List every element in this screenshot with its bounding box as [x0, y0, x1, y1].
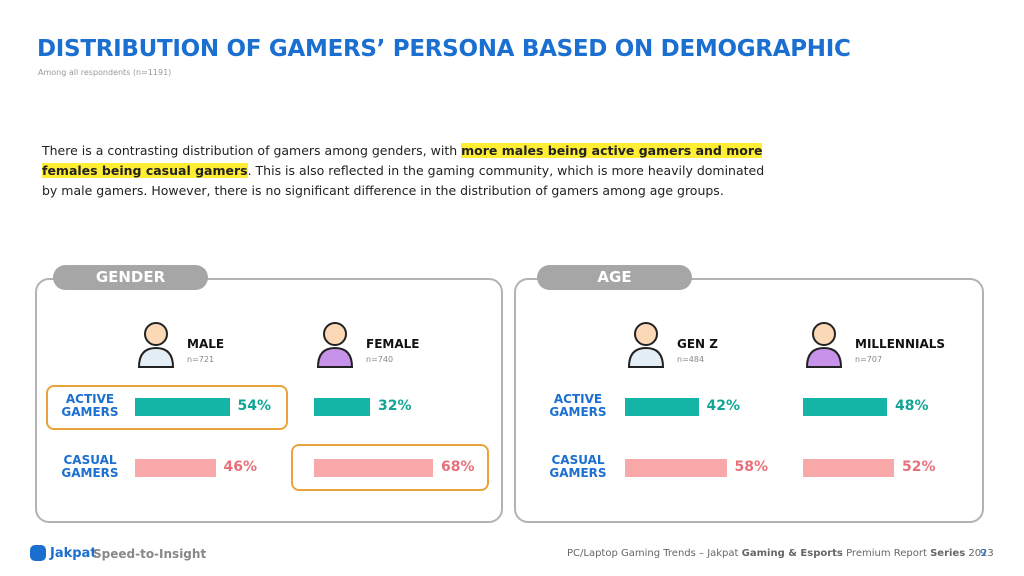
sample-size: n=707 [855, 355, 883, 364]
value-label: 52% [902, 459, 936, 475]
bar [135, 398, 230, 416]
value-label: 42% [706, 398, 741, 414]
subtitle: Among all respondents (n=1191) [38, 68, 172, 77]
value-label: 54% [237, 398, 272, 414]
row-label: ACTIVE GAMERS [549, 392, 607, 419]
value-label: 58% [734, 459, 769, 475]
text: PC/Laptop Gaming Trends – Jakpat [567, 548, 742, 559]
bar [625, 459, 727, 477]
bar [625, 398, 699, 416]
sample-size: n=740 [366, 355, 394, 364]
logo [30, 545, 46, 561]
tagline: Speed-to-Insight [93, 547, 207, 561]
title: DISTRIBUTION OF GAMERS’ PERSONA BASED ON… [37, 36, 851, 62]
persona-icon [803, 318, 845, 368]
persona-name: MALE [187, 337, 225, 351]
text: Series [930, 548, 966, 559]
value-label: 68% [441, 459, 475, 475]
highlight-box [46, 385, 288, 430]
sample-size: n=484 [677, 355, 705, 364]
value-label: 48% [895, 398, 929, 414]
value-label: 32% [378, 398, 412, 414]
text: 2023 [965, 548, 994, 559]
row-label: CASUAL GAMERS [61, 453, 119, 480]
persona-icon [314, 318, 356, 368]
bar [314, 459, 433, 477]
panel-title: AGE [537, 265, 692, 290]
row-label: ACTIVE GAMERS [61, 392, 119, 419]
persona-icon [625, 318, 667, 368]
text: Premium Report [842, 548, 931, 559]
bar [803, 459, 894, 477]
summary: There is a contrasting distribution of g… [42, 141, 772, 201]
text: There is a contrasting distribution of g… [42, 143, 462, 158]
highlight-box [291, 444, 489, 491]
brand: Jakpat [50, 546, 97, 561]
persona-name: FEMALE [366, 337, 420, 351]
persona-icon [135, 318, 177, 368]
bar [803, 398, 887, 416]
row-label: CASUAL GAMERS [549, 453, 607, 480]
text: Gaming & Esports [741, 548, 843, 559]
persona-name: GEN Z [677, 337, 718, 351]
panel [35, 278, 503, 523]
text: . This is also reflected in the gaming c… [42, 163, 765, 198]
page-number: 9 [980, 548, 987, 559]
persona-name: MILLENNIALS [855, 337, 946, 351]
bar [135, 459, 216, 477]
panel-title: GENDER [53, 265, 208, 290]
report-name: PC/Laptop Gaming Trends – Jakpat Gaming … [567, 548, 994, 559]
sample-size: n=721 [187, 355, 215, 364]
value-label: 46% [223, 459, 258, 475]
bar [314, 398, 370, 416]
panel [514, 278, 984, 523]
